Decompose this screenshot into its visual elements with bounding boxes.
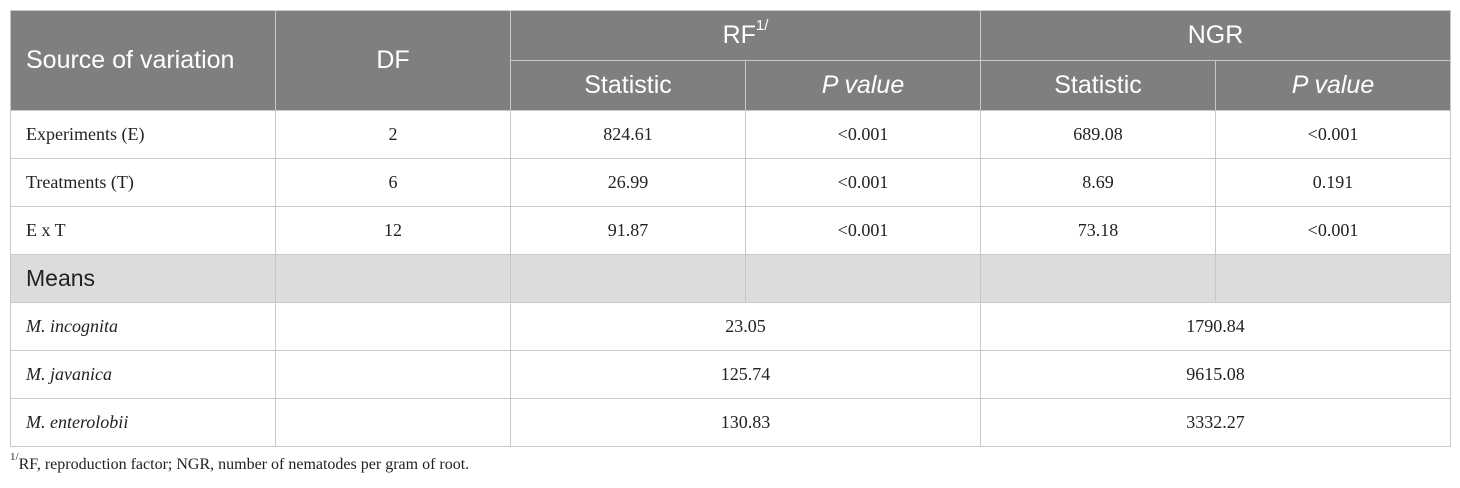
row-ngr-statistic: 73.18 [980,206,1216,255]
means-df-empty [275,302,511,351]
means-section-row: Means [10,254,1451,303]
means-empty-cell [980,254,1216,303]
row-rf-statistic: 824.61 [510,110,746,159]
means-empty-cell [275,254,511,303]
means-df-empty [275,350,511,399]
means-species: M. enterolobii [10,398,276,447]
header-df: DF [275,10,511,111]
row-ngr-pvalue: 0.191 [1215,158,1451,207]
anova-table: Source of variation DF RF1/ NGR Statisti… [10,10,1451,447]
row-source: E x T [10,206,276,255]
row-df: 6 [275,158,511,207]
means-empty-cell [510,254,746,303]
row-rf-pvalue: <0.001 [745,110,981,159]
table-row: Experiments (E) 2 824.61 <0.001 689.08 <… [10,110,1451,159]
means-species: M. incognita [10,302,276,351]
header-row-top: Source of variation DF RF1/ NGR [10,10,1451,111]
row-df: 12 [275,206,511,255]
means-ngr-value: 9615.08 [980,350,1451,399]
means-df-empty [275,398,511,447]
means-ngr-value: 3332.27 [980,398,1451,447]
header-row-sub: Statistic P value Statistic P value [10,60,1451,111]
header-rf-footnote-mark: 1/ [755,16,769,34]
header-rf: RF1/ [510,10,981,61]
means-rf-value: 125.74 [510,350,981,399]
header-rf-statistic: Statistic [510,60,746,111]
means-empty-cell [1215,254,1451,303]
means-rf-value: 23.05 [510,302,981,351]
header-rf-pvalue: P value [745,60,981,111]
means-row: M. enterolobii 130.83 3332.27 [10,398,1451,447]
header-ngr-statistic: Statistic [980,60,1216,111]
means-ngr-value: 1790.84 [980,302,1451,351]
row-ngr-statistic: 689.08 [980,110,1216,159]
footnote-mark: 1/ [10,450,19,463]
header-rf-label: RF [722,21,756,49]
header-source: Source of variation [10,10,276,111]
means-row: M. javanica 125.74 9615.08 [10,350,1451,399]
means-rf-value: 130.83 [510,398,981,447]
row-source: Treatments (T) [10,158,276,207]
footnote-text: RF, reproduction factor; NGR, number of … [18,456,470,473]
table-row: E x T 12 91.87 <0.001 73.18 <0.001 [10,206,1451,255]
row-ngr-pvalue: <0.001 [1215,110,1451,159]
row-rf-pvalue: <0.001 [745,158,981,207]
means-row: M. incognita 23.05 1790.84 [10,302,1451,351]
row-ngr-pvalue: <0.001 [1215,206,1451,255]
row-rf-statistic: 91.87 [510,206,746,255]
row-rf-statistic: 26.99 [510,158,746,207]
means-species: M. javanica [10,350,276,399]
header-ngr: NGR [980,10,1451,61]
table-footnote: 1/RF, reproduction factor; NGR, number o… [10,451,470,474]
row-rf-pvalue: <0.001 [745,206,981,255]
means-empty-cell [745,254,981,303]
row-df: 2 [275,110,511,159]
means-label: Means [10,254,276,303]
row-ngr-statistic: 8.69 [980,158,1216,207]
table-row: Treatments (T) 6 26.99 <0.001 8.69 0.191 [10,158,1451,207]
header-ngr-pvalue: P value [1215,60,1451,111]
anova-table-container: Source of variation DF RF1/ NGR Statisti… [10,10,1451,447]
row-source: Experiments (E) [10,110,276,159]
